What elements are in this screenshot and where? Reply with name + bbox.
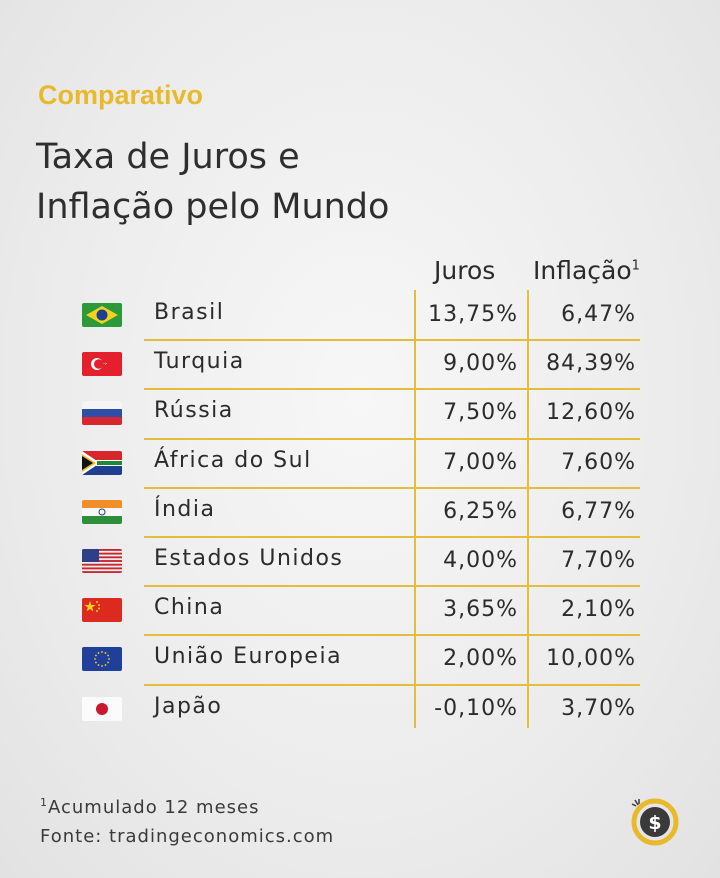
column-divider-juros <box>414 290 416 728</box>
juros-value: 7,50% <box>443 400 518 426</box>
country-name: China <box>154 595 225 621</box>
table-row: Estados Unidos 4,00% 7,70% <box>0 537 720 586</box>
japan-flag-icon <box>82 696 122 721</box>
inflacao-value: 6,77% <box>561 498 636 524</box>
inflacao-value: 3,70% <box>561 695 636 721</box>
inflacao-value: 6,47% <box>561 302 636 327</box>
inflacao-value: 7,70% <box>561 548 636 573</box>
inflacao-value: 10,00% <box>546 646 636 672</box>
title-line-1: Taxa de Juros e <box>36 137 300 177</box>
source-note: Fonte: tradingeconomics.com <box>40 826 335 847</box>
inflacao-value: 84,39% <box>546 351 636 377</box>
eu-flag-icon <box>82 647 122 672</box>
footnote-mark: 1 <box>631 258 640 274</box>
juros-value: 9,00% <box>443 351 518 377</box>
row-divider <box>144 634 640 637</box>
juros-value: 7,00% <box>443 449 518 475</box>
column-header-inflacao: Inflação1 <box>533 256 640 285</box>
row-divider <box>144 486 640 489</box>
footnote-text: Acumulado 12 meses <box>48 797 260 818</box>
table-row: China 3,65% 2,10% <box>0 586 720 635</box>
footnote: 1Acumulado 12 meses <box>40 796 260 818</box>
row-divider <box>144 536 640 538</box>
juros-value: 13,75% <box>428 302 518 327</box>
row-divider <box>144 388 640 391</box>
inflacao-value: 12,60% <box>546 400 636 426</box>
table-row: Índia 6,25% 6,77% <box>0 488 720 537</box>
table-row: Rússia 7,50% 12,60% <box>0 389 720 438</box>
china-flag-icon <box>82 598 122 623</box>
juros-value: 6,25% <box>443 498 518 524</box>
country-name: Brasil <box>154 300 225 325</box>
dollar-coin-logo-icon: $ <box>631 798 679 846</box>
juros-value: 3,65% <box>443 597 518 623</box>
column-divider-inflacao <box>527 290 529 728</box>
turkey-flag-icon <box>82 352 122 377</box>
juros-value: 4,00% <box>443 548 518 573</box>
russia-flag-icon <box>82 401 122 426</box>
row-divider <box>144 437 640 440</box>
svg-text:$: $ <box>648 812 661 834</box>
country-name: Índia <box>154 496 216 522</box>
inflacao-value: 7,60% <box>561 449 636 475</box>
country-name: Estados Unidos <box>154 546 344 571</box>
inflacao-value: 2,10% <box>561 597 636 623</box>
country-name: Turquia <box>154 349 245 375</box>
brazil-flag-icon <box>82 303 122 327</box>
country-name: África do Sul <box>154 447 312 473</box>
table-row: Japão -0,10% 3,70% <box>0 685 720 734</box>
row-divider <box>144 585 640 588</box>
south-africa-flag-icon <box>82 450 122 475</box>
page-title: Taxa de Juros e Inflação pelo Mundo <box>36 132 596 232</box>
india-flag-icon <box>82 499 122 524</box>
country-name: Japão <box>154 693 223 719</box>
column-header-inflacao-label: Inflação <box>533 256 632 285</box>
country-name: Rússia <box>154 398 234 424</box>
table-row: União Europeia 2,00% 10,00% <box>0 635 720 684</box>
table-row: África do Sul 7,00% 7,60% <box>0 439 720 488</box>
usa-flag-icon <box>82 549 122 573</box>
footnote-mark-footer: 1 <box>40 796 48 809</box>
juros-value: 2,00% <box>443 646 518 672</box>
column-header-juros: Juros <box>434 256 496 285</box>
kicker-label: Comparativo <box>38 80 204 110</box>
row-divider <box>144 683 640 686</box>
juros-value: -0,10% <box>434 695 518 721</box>
table-row: Brasil 13,75% 6,47% <box>0 291 720 340</box>
table-row: Turquia 9,00% 84,39% <box>0 340 720 389</box>
row-divider <box>144 339 640 342</box>
country-name: União Europeia <box>154 644 343 670</box>
title-line-2: Inflação pelo Mundo <box>36 187 390 227</box>
